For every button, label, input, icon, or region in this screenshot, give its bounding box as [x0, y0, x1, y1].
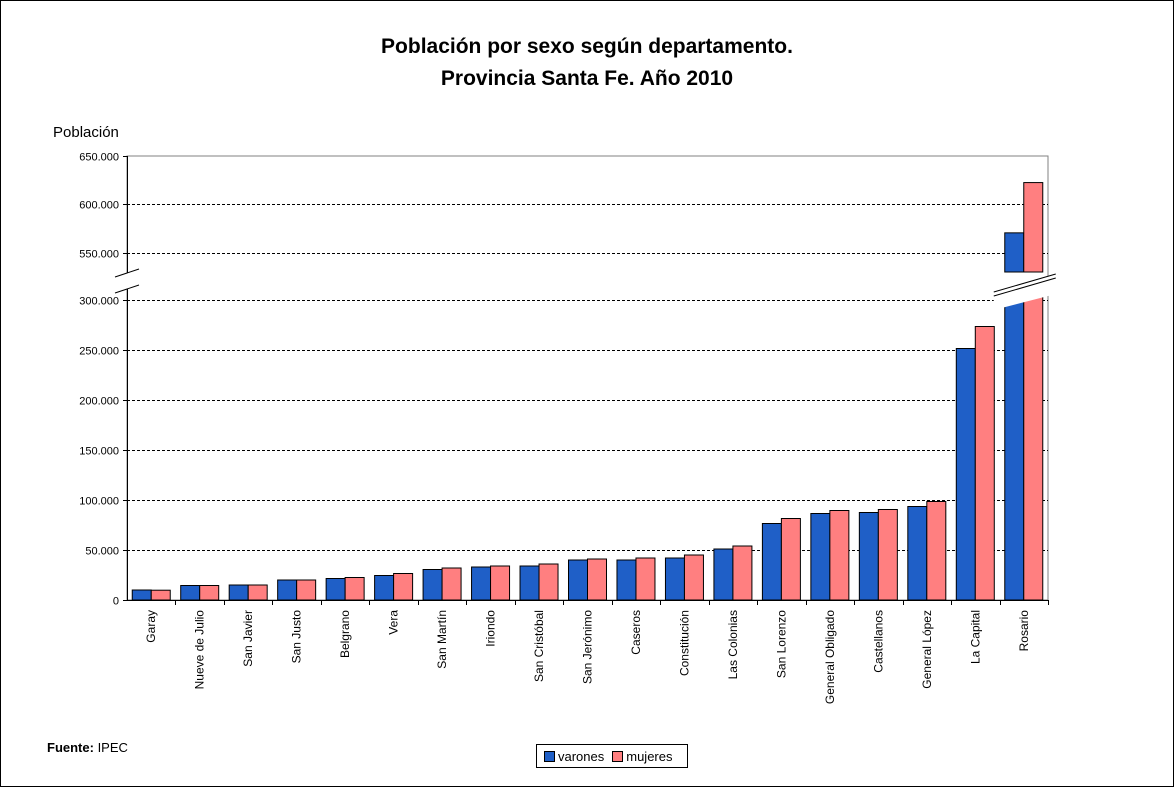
bar-mujeres — [926, 501, 947, 601]
bar-varones — [519, 565, 540, 601]
bar-mujeres — [683, 554, 704, 601]
y-tick-label: 50.000 — [85, 546, 119, 558]
x-tick-label: San Justo — [290, 610, 304, 664]
source-value: IPEC — [93, 740, 128, 755]
x-tick-label: Belgrano — [338, 610, 352, 658]
bar-mujeres — [296, 579, 317, 601]
bar-varones — [471, 566, 492, 601]
bar-break-mark — [993, 273, 1056, 293]
x-tick-label: San Jerónimo — [581, 610, 595, 684]
y-tick-label: 200.000 — [79, 396, 119, 408]
bar-varones — [131, 589, 152, 601]
x-tick-label: Iriondo — [484, 610, 498, 647]
legend-swatch-varones — [544, 750, 555, 762]
chart-title-line1: Población por sexo según departamento. — [381, 35, 793, 58]
legend: varones mujeres — [536, 744, 688, 768]
x-tick-label: General Obligado — [823, 610, 837, 704]
bar-mujeres-lower — [1023, 295, 1044, 601]
x-tick-label: Garay — [144, 610, 158, 643]
legend-item-varones: varones — [544, 749, 604, 764]
x-tick-label: Caseros — [629, 610, 643, 655]
bar-mujeres — [635, 557, 656, 601]
x-tick-label: San Martín — [435, 610, 449, 669]
bar-mujeres — [780, 518, 801, 601]
bar-varones — [955, 348, 976, 601]
bar-mujeres — [199, 585, 220, 601]
x-tick-label: Castellanos — [871, 610, 885, 673]
y-tick-label: 550.000 — [79, 249, 119, 261]
bar-mujeres — [1023, 182, 1044, 273]
x-tick-label: Las Colonias — [726, 610, 740, 679]
bar-varones — [907, 506, 928, 601]
legend-swatch-mujeres — [612, 750, 624, 762]
bar-mujeres — [829, 510, 850, 601]
bar-varones-lower — [1004, 295, 1025, 601]
bar-mujeres — [247, 584, 268, 601]
bar-varones — [228, 584, 249, 601]
y-axis-label: Población — [53, 124, 119, 141]
bar-mujeres — [877, 509, 898, 601]
bar-mujeres — [538, 563, 559, 601]
bar-mujeres — [490, 565, 511, 601]
y-tick-label: 150.000 — [79, 446, 119, 458]
legend-item-mujeres: mujeres — [612, 748, 673, 764]
x-tick-label: General López — [920, 610, 934, 689]
bar-mujeres — [732, 545, 753, 601]
x-tick-label: San Lorenzo — [774, 610, 788, 678]
bar-break-mark — [993, 277, 1056, 297]
bar-varones — [568, 559, 588, 601]
axis-break-mark — [114, 284, 140, 294]
bar-varones — [422, 569, 443, 601]
bar-varones — [277, 579, 298, 601]
source-note: Fuente: IPEC — [47, 740, 128, 755]
x-tick-label: Vera — [387, 610, 401, 635]
source-label: Fuente: — [47, 740, 94, 755]
bar-mujeres — [344, 577, 365, 601]
chart-title-line2: Provincia Santa Fe. Año 2010 — [440, 67, 734, 90]
y-tick-label: 300.000 — [79, 296, 119, 308]
x-tick-label: San Javier — [241, 610, 255, 667]
y-tick-label: 0 — [113, 596, 119, 608]
x-tick-label: La Capital — [968, 610, 982, 664]
x-tick-label: Nueve de Julio — [193, 610, 207, 690]
bar-varones — [616, 559, 637, 601]
bar-varones — [664, 557, 685, 601]
bar-varones — [713, 548, 734, 601]
bar-mujeres — [393, 573, 414, 601]
x-tick-label: San Cristóbal — [532, 610, 546, 682]
y-tick-label: 100.000 — [79, 496, 119, 508]
bar-varones — [180, 585, 201, 601]
bar-varones — [325, 578, 346, 601]
bar-mujeres — [150, 589, 171, 601]
axis-break-gap — [115, 273, 129, 289]
y-tick-label: 650.000 — [79, 152, 119, 164]
x-tick-label: Rosario — [1017, 610, 1031, 652]
legend-label-varones: varones — [558, 748, 605, 764]
bar-varones — [810, 513, 831, 601]
legend-label-mujeres: mujeres — [626, 748, 673, 764]
bar-mujeres — [587, 558, 607, 601]
y-tick-label: 600.000 — [79, 200, 119, 212]
x-tick-label: Constitución — [677, 610, 691, 676]
bar-varones — [374, 575, 395, 601]
bar-mujeres — [974, 326, 995, 601]
axis-break-mark — [114, 268, 140, 278]
bar-varones — [858, 512, 879, 601]
bar-varones — [1004, 232, 1025, 273]
bar-varones — [761, 523, 782, 601]
y-tick-label: 250.000 — [79, 346, 119, 358]
bar-mujeres — [441, 567, 462, 601]
